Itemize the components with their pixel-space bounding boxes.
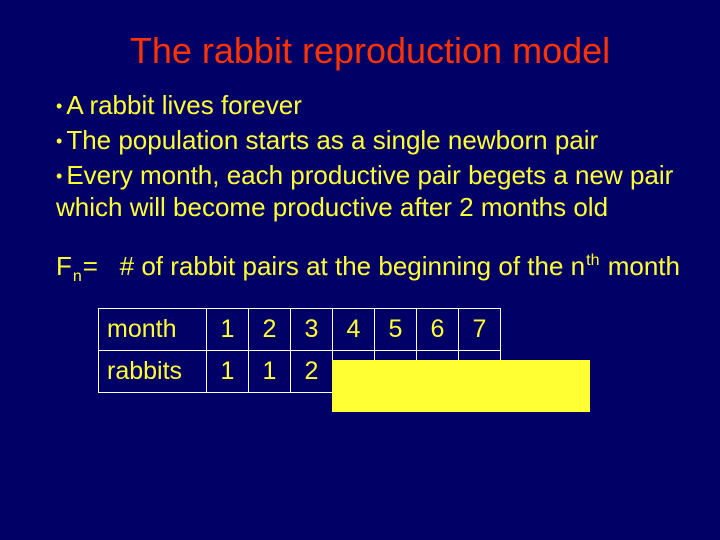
bullet-dot: •: [56, 131, 66, 151]
slide: The rabbit reproduction model •A rabbit …: [0, 0, 720, 540]
cover-box: [332, 360, 590, 412]
slide-title: The rabbit reproduction model: [56, 30, 684, 72]
row-label-rabbits: rabbits: [99, 351, 207, 393]
month-cell: 7: [459, 309, 501, 351]
month-cell: 2: [249, 309, 291, 351]
bullet-item: •Every month, each productive pair beget…: [56, 160, 684, 222]
fn-nth-sup: th: [586, 252, 599, 269]
rabbits-cell: 1: [249, 351, 291, 393]
rabbits-cell: 1: [207, 351, 249, 393]
month-cell: 4: [333, 309, 375, 351]
month-cell: 5: [375, 309, 417, 351]
fn-lhs-sub: n: [73, 268, 82, 285]
bullet-dot: •: [56, 96, 66, 116]
table-row: month 1 2 3 4 5 6 7: [99, 309, 501, 351]
fn-rhs-pre: # of rabbit pairs at the beginning of th…: [120, 251, 564, 281]
table-wrap: month 1 2 3 4 5 6 7 rabbits 1 1 2: [98, 308, 684, 393]
bullet-dot: •: [56, 166, 66, 186]
bullet-text: A rabbit lives forever: [66, 90, 302, 120]
bullet-text: The population starts as a single newbor…: [66, 125, 598, 155]
bullet-text: Every month, each productive pair begets…: [56, 160, 673, 221]
month-cell: 1: [207, 309, 249, 351]
fn-nth-base: n: [571, 251, 585, 281]
month-cell: 6: [417, 309, 459, 351]
bullet-list: •A rabbit lives forever •The population …: [56, 90, 684, 223]
fn-rhs-post: month: [608, 251, 680, 281]
definition-block: Fn= # of rabbit pairs at the beginning o…: [56, 251, 684, 286]
rabbits-cell: 2: [291, 351, 333, 393]
month-cell: 3: [291, 309, 333, 351]
row-label-month: month: [99, 309, 207, 351]
bullet-item: •The population starts as a single newbo…: [56, 125, 684, 156]
bullet-item: •A rabbit lives forever: [56, 90, 684, 121]
fn-lhs-base: F: [56, 251, 72, 281]
fn-eq: =: [83, 251, 98, 281]
